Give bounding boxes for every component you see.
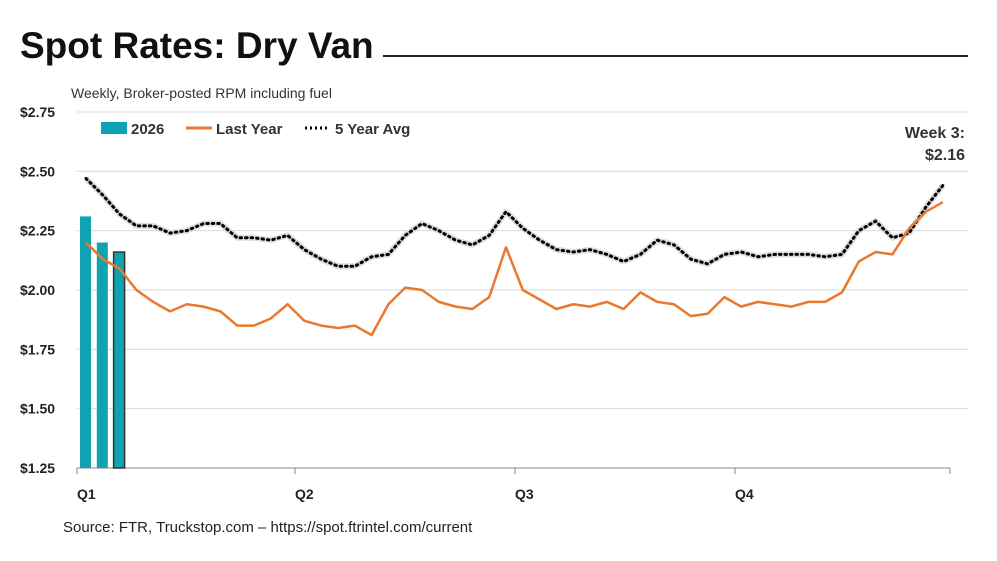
source-note: Source: FTR, Truckstop.com – https://spo… xyxy=(63,519,473,536)
bar-2026 xyxy=(96,242,108,468)
legend-label-last-year: Last Year xyxy=(216,121,283,138)
y-tick-label: $2.00 xyxy=(20,282,55,298)
chart-subtitle: Weekly, Broker-posted RPM including fuel xyxy=(71,85,332,101)
x-tick-label: Q3 xyxy=(515,486,534,502)
y-tick-label: $2.25 xyxy=(20,223,55,239)
y-tick-label: $2.50 xyxy=(20,163,55,179)
annotation-value: $2.16 xyxy=(925,147,965,164)
legend-label-5yr-avg: 5 Year Avg xyxy=(335,121,410,138)
chart-title: Spot Rates: Dry Van xyxy=(20,25,374,66)
legend: 2026 Last Year 5 Year Avg xyxy=(101,121,410,138)
x-tick-label: Q4 xyxy=(735,486,754,502)
line-5yr-avg xyxy=(84,176,945,268)
line-last-year xyxy=(85,201,944,337)
bar-2026 xyxy=(80,216,91,468)
annotation-week: Week 3: xyxy=(905,125,965,142)
legend-swatch-2026 xyxy=(101,122,127,134)
y-tick-label: $1.25 xyxy=(20,460,55,476)
y-tick-label: $1.50 xyxy=(20,401,55,417)
y-tick-label: $2.75 xyxy=(20,104,55,120)
x-tick-label: Q1 xyxy=(77,486,96,502)
bar-2026 xyxy=(112,251,126,469)
legend-label-2026: 2026 xyxy=(131,121,164,138)
y-tick-label: $1.75 xyxy=(20,341,55,357)
x-tick-label: Q2 xyxy=(295,486,314,502)
